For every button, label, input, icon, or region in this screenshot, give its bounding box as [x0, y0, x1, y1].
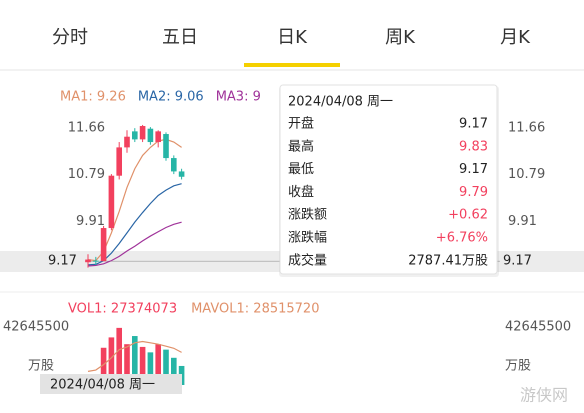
volume-tick-label-right: 42645500 — [505, 320, 571, 335]
y-tick-label: 10.79 — [68, 167, 105, 182]
volume-unit-right: 万股 — [505, 359, 531, 374]
legend-entry: MA3: 9 — [216, 90, 261, 105]
candle-body — [132, 131, 138, 140]
y-tick-label: 9.91 — [76, 214, 105, 229]
tab[interactable]: 分时 — [52, 27, 88, 48]
volume-bar — [147, 352, 154, 385]
crosshair-label-right: 9.17 — [503, 254, 532, 269]
tooltip-value: 9.83 — [459, 139, 488, 154]
volume-legend: VOL1: 27374073 — [68, 302, 177, 317]
legend-entry: MA2: 9.06 — [138, 90, 204, 105]
volume-unit: 万股 — [28, 359, 54, 374]
tooltip — [279, 84, 498, 275]
candle-body — [155, 131, 161, 143]
tooltip-label: 收盘 — [288, 184, 314, 200]
tooltip-label: 涨跌额 — [288, 207, 327, 223]
y-tick-label: 11.66 — [68, 121, 105, 136]
candle-body — [116, 147, 122, 176]
tab[interactable]: 月K — [500, 27, 531, 48]
tab[interactable]: 周K — [385, 27, 416, 48]
candle-body — [139, 126, 146, 140]
tooltip-value: 9.79 — [459, 185, 488, 200]
tooltip-value: +6.76% — [436, 231, 488, 246]
volume-legend: MAVOL1: 28515720 — [191, 302, 319, 317]
tooltip-value: +0.62 — [448, 208, 488, 223]
volume-bar — [171, 357, 177, 385]
volume-bar — [155, 344, 161, 385]
volume-bar — [100, 347, 107, 385]
y-tick-label-right: 9.91 — [508, 214, 537, 229]
volume-bar — [132, 336, 138, 385]
tooltip-label: 涨跌幅 — [288, 230, 327, 246]
candle-body — [85, 259, 91, 263]
tooltip-label: 开盘 — [288, 116, 314, 132]
date-label: 2024/04/08 周一 — [50, 378, 155, 393]
y-tick-label-right: 11.66 — [508, 121, 545, 136]
tab[interactable]: 日K — [277, 27, 308, 48]
tooltip-label: 最低 — [288, 162, 314, 177]
legend-entry: MA1: 9.26 — [60, 90, 126, 105]
watermark: 游侠网 — [520, 386, 568, 405]
candle-body — [178, 171, 185, 177]
tooltip-label: 最高 — [288, 138, 314, 154]
volume-bar — [163, 349, 169, 385]
candle-body — [93, 260, 99, 262]
volume-tick-label: 42645500 — [3, 320, 69, 335]
crosshair-label: 9.17 — [48, 254, 77, 269]
tab[interactable]: 五日 — [162, 27, 198, 48]
tab-indicator — [244, 63, 340, 67]
tooltip-label: 成交量 — [288, 252, 327, 268]
tooltip-value: 9.17 — [459, 117, 488, 132]
volume-bar — [116, 327, 122, 385]
volume-bar — [124, 344, 130, 385]
ma-line — [87, 221, 182, 267]
mavol-line — [87, 340, 182, 372]
tooltip-value: 9.17 — [459, 162, 488, 177]
candle-body — [163, 134, 169, 159]
candle-body — [171, 158, 177, 172]
tooltip-date: 2024/04/08 周一 — [288, 95, 393, 110]
candle-body — [124, 136, 130, 148]
date-label-bg — [40, 374, 182, 394]
volume-bar — [139, 346, 146, 385]
candle-body — [100, 228, 107, 262]
volume-bar — [108, 337, 115, 385]
candle-body — [108, 175, 115, 229]
y-tick-label-right: 10.79 — [508, 167, 545, 182]
candle-body — [147, 128, 154, 143]
tooltip-value: 2787.41万股 — [408, 253, 488, 268]
